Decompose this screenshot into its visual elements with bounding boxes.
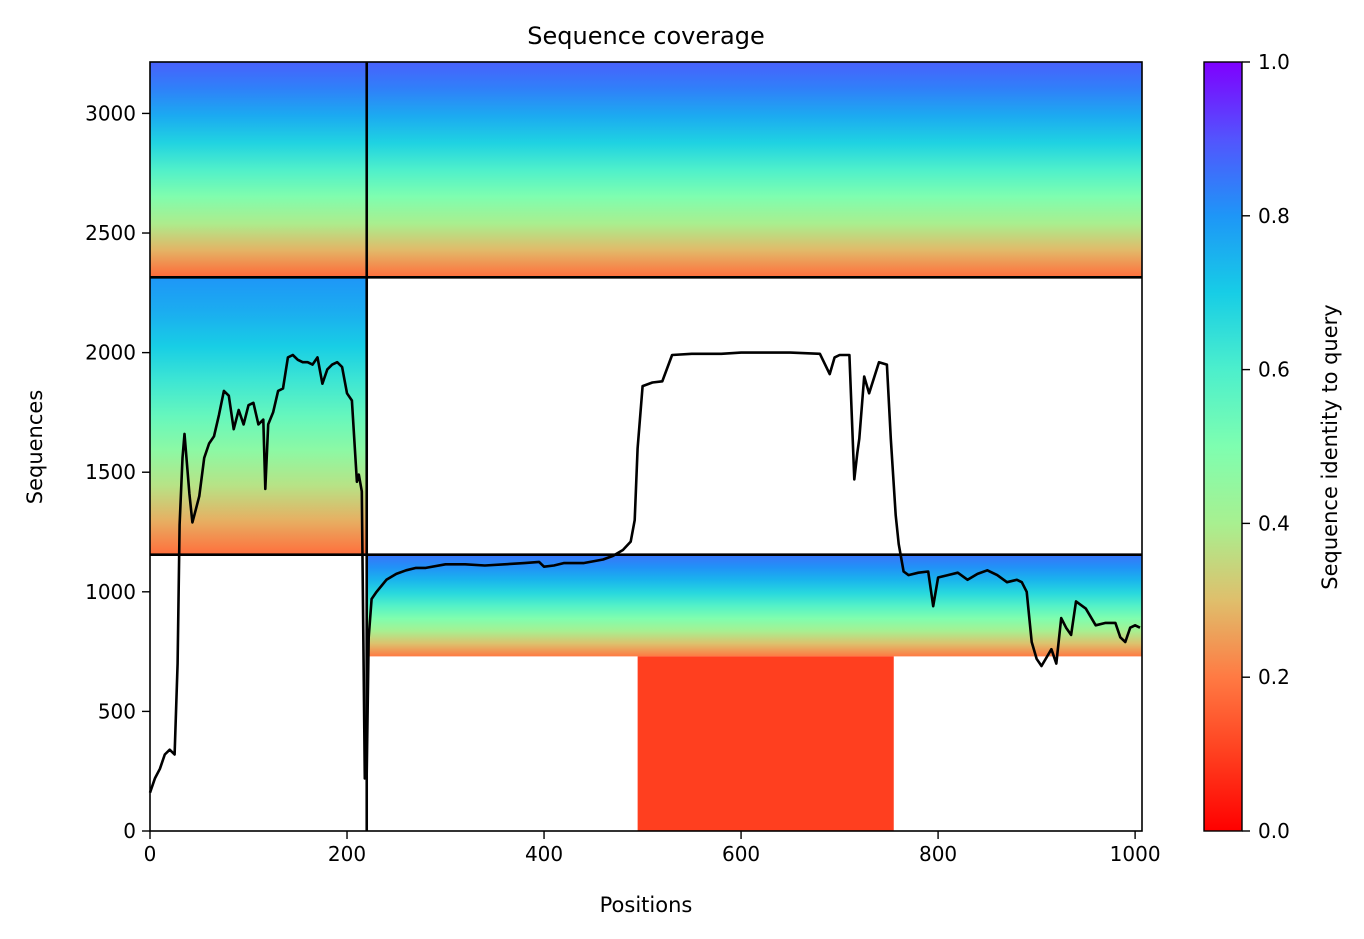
block-middle-left <box>150 277 366 555</box>
coverage-line <box>148 351 1141 794</box>
y-tick-label: 0 <box>123 819 136 843</box>
chart-title: Sequence coverage <box>527 22 764 50</box>
y-tick-label: 3000 <box>85 101 136 125</box>
coverage-blocks <box>150 62 1142 831</box>
x-tick-label: 1000 <box>1110 842 1161 866</box>
x-tick-label: 800 <box>919 842 957 866</box>
x-axis-label: Positions <box>600 893 693 917</box>
x-tick-label: 400 <box>525 842 563 866</box>
x-tick-label: 0 <box>144 842 157 866</box>
colorbar <box>1203 61 1243 832</box>
x-tick-label: 200 <box>328 842 366 866</box>
colorbar-tick-label: 0.4 <box>1258 511 1290 535</box>
block-bottom-right <box>366 554 1142 657</box>
colorbar-tick-label: 1.0 <box>1258 50 1290 74</box>
colorbar-tick-label: 0.6 <box>1258 358 1290 382</box>
y-tick-label: 2000 <box>85 341 136 365</box>
y-tick-label: 1000 <box>85 580 136 604</box>
colorbar-tick-label: 0.0 <box>1258 819 1290 843</box>
colorbar-label: Sequence identity to query <box>1318 304 1342 589</box>
y-axis-label: Sequences <box>23 390 47 505</box>
colorbar-tick-label: 0.8 <box>1258 204 1290 228</box>
colorbar-tick-label: 0.2 <box>1258 665 1290 689</box>
y-axis-ticks: 0 500 1000 1500 2000 2500 3000 <box>85 101 150 843</box>
block-top-right <box>366 62 1142 278</box>
y-tick-label: 1500 <box>85 460 136 484</box>
block-bottom-right-low-identity <box>637 656 894 831</box>
x-tick-label: 600 <box>722 842 760 866</box>
y-tick-label: 2500 <box>85 221 136 245</box>
x-axis-ticks: 0 200 400 600 800 1000 <box>144 831 1161 866</box>
block-top-left <box>150 62 366 278</box>
colorbar-ticks: 0.0 0.2 0.4 0.6 0.8 1.0 <box>1242 50 1290 843</box>
y-tick-label: 500 <box>98 699 136 723</box>
plot-frame <box>149 61 1143 832</box>
